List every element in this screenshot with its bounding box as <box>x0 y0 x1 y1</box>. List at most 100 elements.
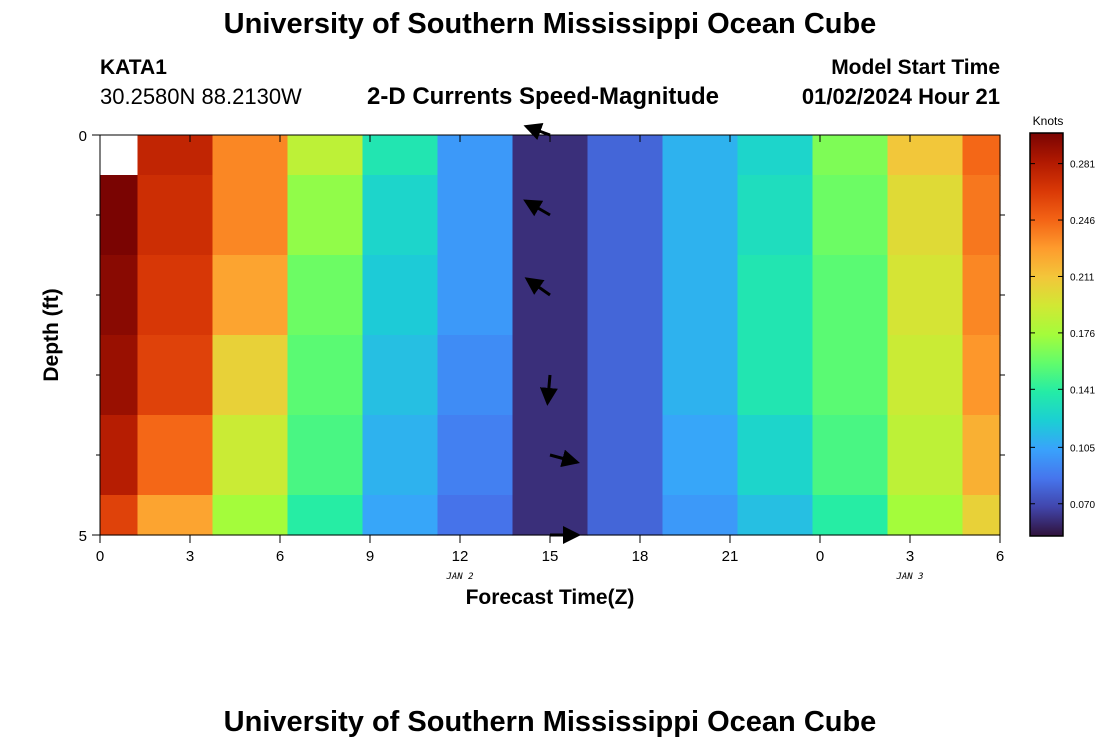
heatmap-cell <box>137 495 214 536</box>
heatmap-cell <box>362 175 439 256</box>
colorbar-tick-label: 0.105 <box>1070 443 1095 454</box>
x-tick-label: 3 <box>906 548 914 565</box>
heatmap-cell <box>812 415 889 496</box>
heatmap-cell <box>812 175 889 256</box>
heatmap-cell <box>512 175 589 256</box>
heatmap-cell <box>737 255 814 336</box>
heatmap-cell <box>100 135 139 176</box>
heatmap-cell <box>100 175 139 256</box>
heatmap-cell <box>100 495 139 536</box>
heatmap-cell <box>437 135 514 176</box>
page-title: University of Southern Mississippi Ocean… <box>223 8 877 40</box>
heatmap-cell <box>212 415 289 496</box>
colorbar-tick-label: 0.176 <box>1070 329 1095 340</box>
heatmap-cell <box>287 175 364 256</box>
heatmap-cell <box>887 135 964 176</box>
x-tick-label: 0 <box>96 548 104 565</box>
x-tick-label: 21 <box>722 548 739 565</box>
heatmap-cell <box>962 335 1001 416</box>
current-arrow <box>523 199 551 217</box>
heatmap-cell <box>887 175 964 256</box>
heatmap-cell <box>587 415 664 496</box>
heatmap-cell <box>287 135 364 176</box>
heatmap-cell <box>662 175 739 256</box>
heatmap-cell <box>287 415 364 496</box>
x-axis: 0 3 6 9 12 15 18 21 0 3 6 JAN 2 JAN 3 <box>96 135 1004 582</box>
heatmap-cell <box>212 175 289 256</box>
heatmap-cell <box>812 135 889 176</box>
heatmap-cell <box>362 495 439 536</box>
heatmap-cell <box>137 135 214 176</box>
x-axis-label: Forecast Time(Z) <box>466 586 635 609</box>
heatmap-cell <box>812 255 889 336</box>
heatmap-cell <box>437 415 514 496</box>
heatmap-cell <box>962 175 1001 256</box>
heatmap-cell <box>887 415 964 496</box>
heatmap-cell <box>587 135 664 176</box>
current-arrow <box>539 374 558 406</box>
heatmap-cell <box>287 255 364 336</box>
heatmap-cell <box>812 335 889 416</box>
heatmap-cell <box>362 135 439 176</box>
colorbar-tick-label: 0.211 <box>1070 272 1095 283</box>
x-date-label: JAN 3 <box>895 572 923 582</box>
heatmap-cell <box>737 175 814 256</box>
station-id: KATA1 <box>100 56 167 79</box>
heatmap-cell <box>287 495 364 536</box>
y-tick-label: 5 <box>79 528 87 545</box>
heatmap-cell <box>362 255 439 336</box>
y-tick-label: 0 <box>79 128 87 145</box>
heatmap-cell <box>437 495 514 536</box>
x-tick-label: 3 <box>186 548 194 565</box>
heatmap-cell <box>737 415 814 496</box>
x-tick-label: 18 <box>632 548 649 565</box>
current-arrow <box>549 449 580 468</box>
heatmap-cell <box>662 255 739 336</box>
heatmap-cell <box>137 335 214 416</box>
heatmap-cell <box>362 415 439 496</box>
heatmap-cell <box>512 255 589 336</box>
heatmap-cell <box>737 335 814 416</box>
heatmap-cell <box>587 255 664 336</box>
heatmap-cell <box>662 135 739 176</box>
heatmap-cell <box>100 255 139 336</box>
heatmap-cell <box>662 335 739 416</box>
heatmap-cell <box>212 255 289 336</box>
heatmap-cell <box>362 335 439 416</box>
heatmap-cell <box>137 415 214 496</box>
heatmap-cell <box>887 495 964 536</box>
heatmap-cell <box>962 415 1001 496</box>
heatmap-cell <box>812 495 889 536</box>
heatmap-cell <box>887 255 964 336</box>
heatmap-cell <box>437 175 514 256</box>
x-tick-label: 6 <box>996 548 1004 565</box>
heatmap-cell <box>662 495 739 536</box>
heatmap-cell <box>737 495 814 536</box>
colorbar-tick-label: 0.070 <box>1070 500 1095 511</box>
colorbar-tick-label: 0.281 <box>1070 160 1095 171</box>
heatmap-cell <box>137 175 214 256</box>
heatmap-cell <box>962 255 1001 336</box>
heatmap-cell <box>737 135 814 176</box>
heatmap-cell <box>512 495 589 536</box>
model-start-value: 01/02/2024 Hour 21 <box>801 84 1000 109</box>
x-tick-label: 9 <box>366 548 374 565</box>
x-tick-label: 6 <box>276 548 284 565</box>
heatmap-cell <box>437 255 514 336</box>
y-axis: 05 <box>79 128 1005 545</box>
x-date-label: JAN 2 <box>445 572 473 582</box>
heatmap-cell <box>662 415 739 496</box>
chart-subtitle: 2-D Currents Speed-Magnitude <box>367 83 720 110</box>
heatmap-cell <box>962 495 1001 536</box>
station-coordinates: 30.2580N 88.2130W <box>100 84 302 109</box>
colorbar-label: Knots <box>1033 114 1064 128</box>
x-tick-label: 0 <box>816 548 824 565</box>
heatmap-cell <box>212 335 289 416</box>
footer-title: University of Southern Mississippi Ocean… <box>223 706 877 738</box>
heatmap-cell <box>100 415 139 496</box>
colorbar-tick-label: 0.141 <box>1070 385 1095 396</box>
heatmap-cell <box>212 135 289 176</box>
heatmap-cell <box>287 335 364 416</box>
heatmap-cell <box>100 335 139 416</box>
